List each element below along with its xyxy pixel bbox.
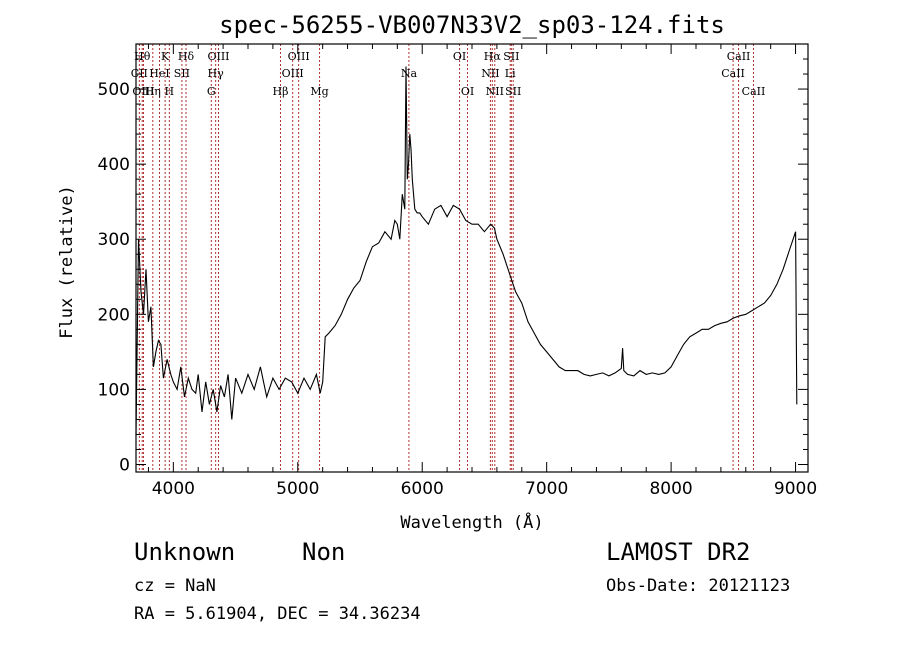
y-tick-label-1: 100 (98, 380, 130, 400)
marker-label-22: Li (505, 67, 516, 80)
marker-label-10: OIII (207, 50, 229, 63)
x-tick-label-0: 4000 (152, 479, 195, 499)
observation-date: Obs-Date: 20121123 (606, 576, 791, 596)
marker-label-19: NII (481, 67, 499, 80)
marker-label-12: Hβ (273, 85, 289, 98)
x-tick-label-1: 5000 (276, 479, 319, 499)
y-tick-label-3: 300 (98, 230, 130, 250)
marker-label-5: K (161, 50, 170, 63)
marker-label-8: Hδ (178, 50, 195, 63)
marker-label-4: HeI (149, 67, 169, 80)
marker-label-2: OIII (132, 85, 154, 98)
marker-label-20: Hα (484, 50, 502, 63)
marker-label-27: CaII (742, 85, 766, 98)
plot-frame (135, 43, 809, 473)
marker-label-11: G (207, 85, 216, 98)
survey-name: LAMOST DR2 (606, 538, 751, 566)
emission-line-markers (138, 44, 754, 472)
y-tick-label-2: 200 (98, 305, 130, 325)
marker-label-0: CII (131, 67, 148, 80)
marker-label-18: OI (461, 85, 474, 98)
ra-dec-coordinates: RA = 5.61904, DEC = 34.36234 (134, 604, 421, 624)
y-tick-label-0: 0 (119, 455, 130, 475)
marker-label-9: Hγ (208, 67, 225, 80)
marker-label-7: SII (174, 67, 190, 80)
object-class: Unknown (134, 538, 236, 566)
redshift-cz: cz = NaN (134, 576, 216, 596)
y-axis-label: Flux (relative) (57, 185, 77, 339)
marker-label-15: Mg (310, 85, 328, 98)
marker-label-13: OIII (282, 67, 304, 80)
x-tick-label-5: 9000 (774, 479, 817, 499)
x-tick-label-2: 6000 (401, 479, 444, 499)
marker-label-26: CaII (727, 50, 751, 63)
object-subclass: Non (302, 538, 346, 566)
chart-title: spec-56255-VB007N33V2_sp03-124.fits (219, 11, 725, 39)
axis-tick-labels: 4000 5000 6000 7000 8000 9000 0 100 200 300 400 500 (98, 80, 818, 499)
marker-label-21: NII (486, 85, 504, 98)
x-axis-label: Wavelength (Å) (400, 511, 543, 533)
marker-label-14: OIII (288, 50, 310, 63)
marker-label-1: Hθ (134, 50, 151, 63)
marker-label-24: SII (505, 85, 521, 98)
marker-label-25: CaII (721, 67, 745, 80)
axis-ticks (136, 44, 808, 472)
y-tick-label-5: 500 (98, 80, 130, 100)
x-tick-label-3: 7000 (525, 479, 568, 499)
marker-label-6: H (165, 85, 175, 98)
marker-label-3: Hη (145, 85, 161, 98)
y-tick-label-4: 400 (98, 155, 130, 175)
x-tick-label-4: 8000 (649, 479, 692, 499)
spectrum-line (135, 66, 798, 435)
marker-label-17: OI (453, 50, 466, 63)
marker-label-16: Na (401, 67, 418, 80)
marker-label-23: SII (503, 50, 519, 63)
